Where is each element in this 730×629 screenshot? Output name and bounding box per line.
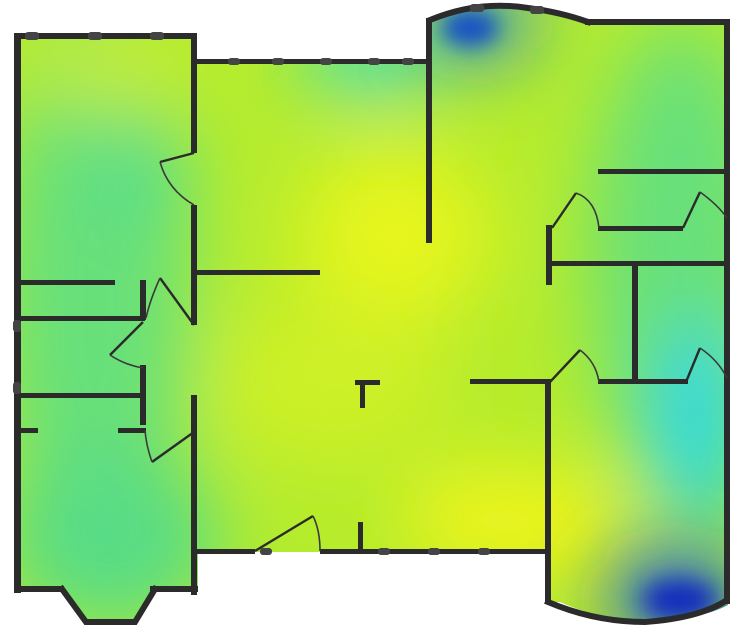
wall-center-partition bbox=[426, 18, 432, 243]
door-leaf bbox=[254, 514, 314, 553]
wall-right-bath-bottom bbox=[598, 379, 688, 384]
wall-right-mid-horizontal bbox=[548, 261, 728, 266]
wall-left-block-right-lower bbox=[191, 395, 197, 595]
wall-bath-right bbox=[140, 280, 146, 320]
window bbox=[378, 548, 390, 555]
wall-right-upper-shelf bbox=[598, 169, 728, 174]
wall-bottom-bay-right bbox=[544, 595, 730, 626]
window bbox=[272, 58, 284, 65]
wall-inner-horizontal-left bbox=[195, 270, 320, 275]
wall-right-partition bbox=[632, 264, 638, 384]
hotspot-bottom-core bbox=[642, 580, 718, 620]
wall-bath-top bbox=[20, 316, 145, 321]
door-swing bbox=[312, 515, 321, 552]
door-swing bbox=[575, 192, 600, 229]
zone-left-middle bbox=[110, 140, 190, 220]
zone-center bbox=[300, 145, 490, 325]
wall-top-left bbox=[14, 33, 197, 39]
door-swing bbox=[109, 354, 144, 369]
zone-right-cyan bbox=[655, 320, 728, 540]
door-leaf bbox=[151, 431, 195, 463]
wall-left-block-right-upper bbox=[191, 33, 197, 153]
wall-right-room-left bbox=[545, 379, 551, 604]
wall-center-post-top bbox=[355, 380, 380, 385]
zone-mid bbox=[210, 300, 450, 460]
wall-bottom-post bbox=[358, 522, 363, 552]
door-swing bbox=[145, 277, 161, 319]
wall-right-closet-bottom bbox=[598, 226, 683, 231]
zone-top-left-yellow bbox=[40, 30, 180, 110]
door-swing bbox=[144, 429, 153, 463]
wall-bottom-room-top-right bbox=[118, 428, 146, 433]
wall-closet-top bbox=[20, 280, 115, 285]
door-leaf bbox=[549, 349, 581, 383]
wall-left-block-right-mid bbox=[191, 205, 197, 325]
window bbox=[470, 4, 484, 12]
wall-right-outer bbox=[724, 19, 730, 604]
window bbox=[88, 32, 102, 40]
door-leaf bbox=[681, 191, 702, 229]
wall-bath-right-lower bbox=[140, 365, 146, 425]
window bbox=[25, 32, 39, 40]
wall-top-right bbox=[585, 19, 730, 25]
wall-top-center bbox=[191, 59, 431, 64]
door-swing bbox=[699, 191, 728, 219]
window bbox=[13, 382, 21, 394]
wall-center-right-horizontal bbox=[470, 379, 550, 384]
wall-bottom-left-2 bbox=[150, 586, 198, 592]
door-swing bbox=[579, 349, 600, 383]
window bbox=[428, 548, 440, 555]
wall-right-inner-vertical-top bbox=[546, 225, 552, 285]
hotspot-top-core bbox=[442, 10, 498, 46]
window bbox=[260, 548, 272, 555]
window bbox=[530, 6, 544, 14]
door-leaf bbox=[684, 347, 702, 383]
zone-bottom-right-yellow bbox=[535, 480, 625, 580]
window bbox=[13, 320, 21, 332]
wall-top-bay bbox=[426, 2, 592, 26]
wall-center-post bbox=[360, 380, 365, 408]
doors bbox=[109, 151, 728, 553]
door-swing bbox=[699, 347, 728, 379]
window bbox=[320, 58, 332, 65]
door-swing bbox=[159, 161, 195, 206]
window bbox=[478, 548, 490, 555]
window bbox=[402, 58, 414, 65]
wall-bottom-bay-left bbox=[57, 584, 160, 625]
window bbox=[228, 58, 240, 65]
wall-bottom-center-a bbox=[195, 549, 255, 554]
window bbox=[368, 58, 380, 65]
wall-bath-bottom bbox=[20, 393, 145, 398]
door-leaf bbox=[551, 192, 577, 229]
wall-left-outer bbox=[14, 33, 21, 593]
door-leaf bbox=[159, 151, 195, 164]
zone-bottom-left bbox=[18, 450, 220, 622]
wall-bottom-room-top-left bbox=[20, 428, 38, 433]
windows bbox=[13, 4, 544, 555]
door-leaf bbox=[159, 277, 195, 326]
wall-bottom-left bbox=[14, 586, 64, 592]
window bbox=[150, 32, 164, 40]
door-leaf bbox=[109, 321, 144, 356]
